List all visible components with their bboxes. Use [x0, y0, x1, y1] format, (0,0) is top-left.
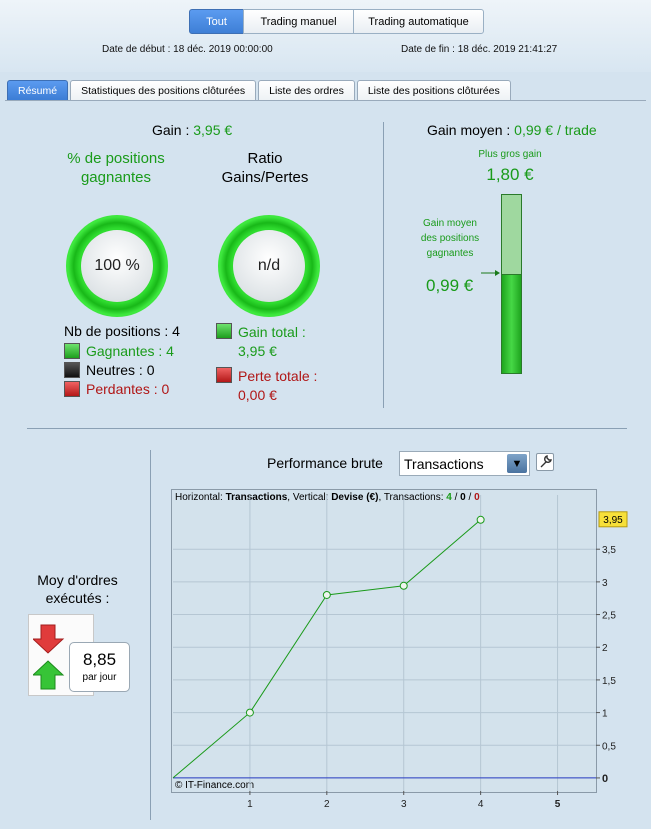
- perte-totale: Perte totale : 0,00 €: [238, 368, 318, 403]
- neutres-icon: [64, 362, 80, 378]
- start-date: Date de début : 18 déc. 2019 00:00:00: [102, 44, 273, 55]
- performance-chart: Horizontal: Transactions, Vertical: Devi…: [171, 489, 597, 793]
- perdantes-icon: [64, 381, 80, 397]
- gagnantes-icon: [64, 343, 80, 359]
- y-tick-label: 0,5: [602, 741, 616, 752]
- chart-info-mid: , Vertical:: [287, 492, 332, 503]
- performance-title: Performance brute: [267, 455, 383, 471]
- gauge-fill: [502, 275, 521, 373]
- mode-tab-tout[interactable]: Tout: [189, 9, 244, 34]
- max-gain-label: Plus gros gain: [478, 149, 542, 160]
- y-tick-label: 2,5: [602, 611, 616, 622]
- x-tick-label: 3: [401, 799, 407, 810]
- chart-info-sep1: /: [451, 492, 461, 503]
- chart-info-vertical: Devise (€): [331, 492, 379, 503]
- avg-gain-label: Gain moyen des positions gagnantes: [420, 218, 480, 259]
- x-tick-label: 1: [247, 799, 253, 810]
- last-value-tag: [598, 511, 628, 528]
- orders-title: Moy d'ordres exécutés :: [37, 572, 118, 606]
- gain-value: 3,95 €: [193, 122, 233, 138]
- gain-total: Gain total : 3,95 €: [238, 324, 306, 359]
- chart-info-prefix: Horizontal:: [175, 492, 226, 503]
- perdantes-label: Perdantes : 0: [86, 381, 170, 397]
- gagnantes-label: Gagnantes : 4: [86, 343, 174, 359]
- tab-resume[interactable]: Résumé: [7, 80, 69, 100]
- ratio-gauge: n/d: [218, 215, 320, 317]
- chart-info-perdantes: 0: [474, 492, 480, 503]
- y-tick-label: 0: [602, 773, 608, 785]
- chart-info-gagnantes: 4: [446, 492, 452, 503]
- gain-label: Gain :: [152, 122, 194, 138]
- gain-total-icon: [216, 323, 232, 339]
- y-tick-label: 2: [602, 643, 608, 654]
- chart-info-tx: , Transactions:: [378, 492, 447, 503]
- data-point: [399, 581, 408, 590]
- perte-totale-icon: [216, 367, 232, 383]
- gain-moyen: Gain moyen : 0,99 € / trade: [427, 122, 597, 138]
- tab-liste-ordres[interactable]: Liste des ordres: [258, 80, 355, 100]
- y-tick-label: 1: [602, 709, 608, 720]
- chevron-down-icon[interactable]: ▼: [507, 454, 527, 473]
- max-gain-value: 1,80 €: [486, 165, 534, 184]
- gain-gauge: [501, 194, 522, 374]
- y-tick-label: 3: [602, 578, 608, 589]
- gain-moyen-value: 0,99 € / trade: [514, 122, 597, 138]
- wrench-icon: [540, 455, 552, 468]
- performance-select-value: Transactions: [404, 455, 484, 472]
- orders-value: 8,85: [82, 650, 117, 669]
- x-tick-label: 2: [324, 799, 330, 810]
- x-tick-label: 4: [478, 799, 484, 810]
- neutres-label: Neutres : 0: [86, 362, 155, 378]
- x-tick-label: 5: [555, 799, 561, 810]
- divider-vertical: [383, 122, 384, 408]
- avg-gain-value: 0,99 €: [426, 276, 474, 295]
- pct-gauge: 100 %: [66, 215, 168, 317]
- data-point: [476, 515, 485, 524]
- tab-bar: Résumé Statistiques des positions clôtur…: [7, 80, 513, 100]
- settings-button[interactable]: [536, 453, 554, 471]
- mode-tab-automatique[interactable]: Trading automatique: [353, 9, 484, 34]
- y-tick-label: 1,5: [602, 676, 616, 687]
- gain-summary: Gain : 3,95 €: [152, 122, 232, 138]
- pct-value: 100 %: [81, 230, 153, 302]
- avg-arrow-icon: [481, 270, 500, 276]
- performance-select[interactable]: Transactions ▼: [399, 451, 530, 476]
- chart-info: Horizontal: Transactions, Vertical: Devi…: [175, 492, 480, 503]
- up-down-arrows-icon: [33, 624, 65, 690]
- chart-info-sep2: /: [465, 492, 475, 503]
- orders-value-box: 8,85 par jour: [69, 642, 130, 692]
- chart-info-horizontal: Transactions: [225, 492, 288, 503]
- nb-positions: Nb de positions : 4: [64, 323, 180, 339]
- orders-unit: par jour: [82, 672, 117, 683]
- chart-copyright: © IT-Finance.com: [175, 780, 255, 791]
- end-date: Date de fin : 18 déc. 2019 21:41:27: [401, 44, 558, 55]
- divider-horizontal: [27, 428, 627, 429]
- data-point: [322, 590, 331, 599]
- pct-title: % de positions gagnantes: [67, 150, 165, 186]
- last-value-label: 3,95: [603, 515, 623, 526]
- divider-vertical-2: [150, 450, 151, 820]
- tab-liste-positions[interactable]: Liste des positions clôturées: [356, 80, 511, 100]
- mode-tabs: Tout Trading manuel Trading automatique: [189, 9, 484, 34]
- ratio-title: Ratio Gains/Pertes: [221, 150, 309, 186]
- tab-statistiques[interactable]: Statistiques des positions clôturées: [70, 80, 257, 100]
- chart-info-neutres: 0: [460, 492, 466, 503]
- ratio-value: n/d: [233, 230, 305, 302]
- y-tick-label: 3,5: [602, 545, 616, 556]
- data-point: [245, 708, 254, 717]
- gain-moyen-label: Gain moyen :: [427, 122, 515, 138]
- gauge-track: [502, 195, 521, 276]
